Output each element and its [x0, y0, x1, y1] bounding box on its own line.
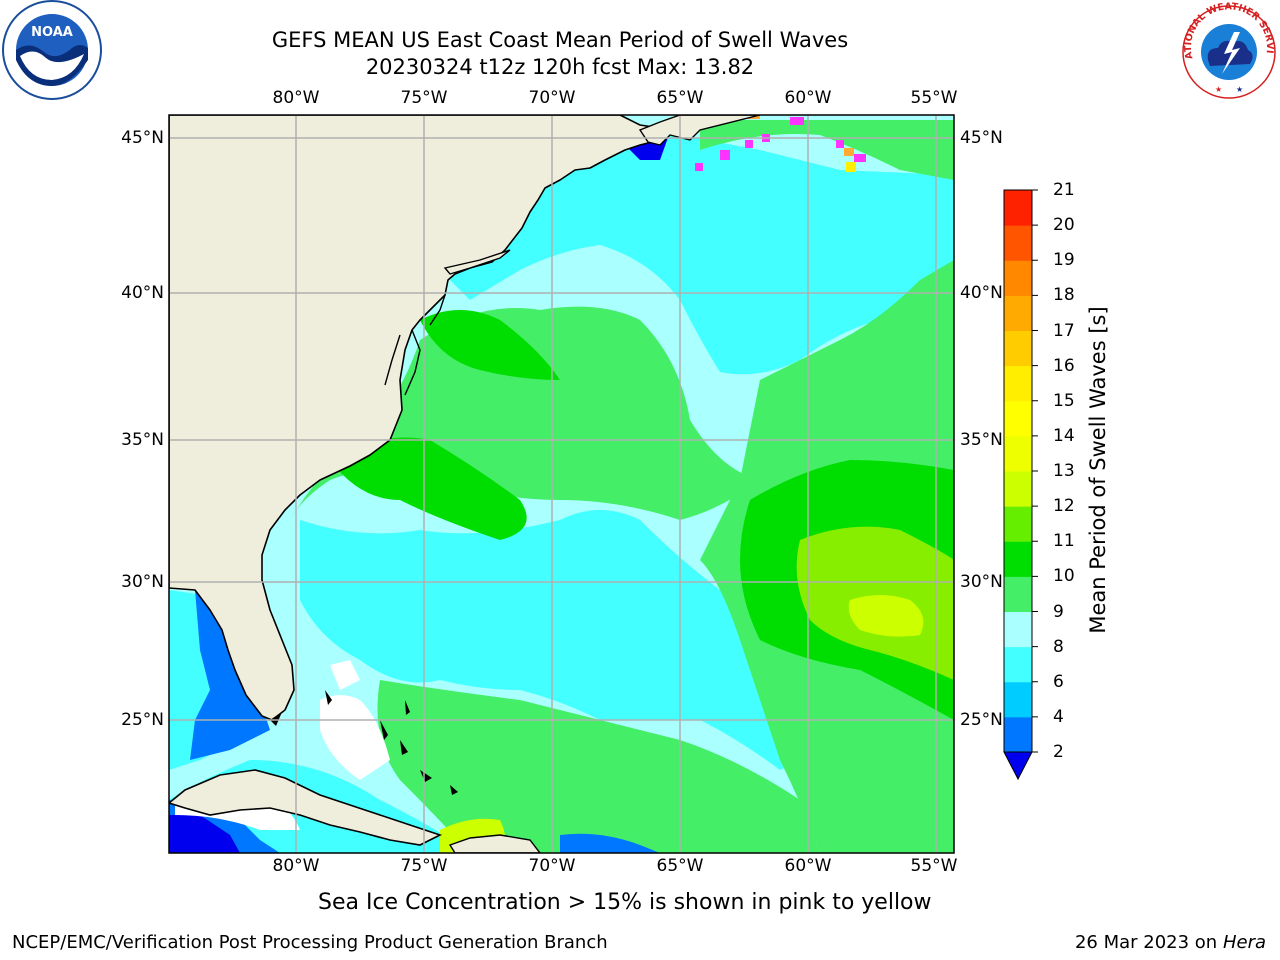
colorbar-tick-label: 10	[1053, 566, 1075, 587]
lat-label-left: 45°N	[121, 128, 164, 148]
colorbar-segment	[1004, 190, 1032, 226]
lon-label-bottom: 55°W	[910, 856, 958, 876]
sea-ice-note: Sea Ice Concentration > 15% is shown in …	[318, 890, 932, 915]
svg-text:★: ★	[1215, 85, 1222, 94]
land-cuba	[169, 769, 443, 846]
lat-label-right: 25°N	[960, 710, 1003, 730]
land-bahamas	[270, 690, 458, 795]
colorbar-tick-label: 4	[1053, 706, 1064, 727]
colorbar	[1003, 189, 1038, 781]
colorbar-extend-arrow	[1003, 751, 1033, 781]
colorbar-tick-label: 13	[1053, 461, 1075, 481]
field-yellow	[848, 595, 924, 637]
land-delmarva	[384, 294, 446, 396]
lat-label-right: 45°N	[960, 128, 1003, 148]
colorbar-tick-label: 12	[1053, 496, 1075, 517]
field-darkgreen-1	[330, 437, 527, 540]
lon-label-top: 70°W	[528, 88, 576, 108]
map-subtitle: 20230324 t12z 120h fcst Max: 13.82	[365, 55, 755, 79]
colorbar-segment	[1004, 330, 1032, 367]
lon-label-bottom: 80°W	[272, 856, 320, 876]
lon-label-bottom: 75°W	[400, 856, 448, 876]
footer-date: 26 Mar 2023 on Hera	[1075, 932, 1266, 953]
colorbar-segment	[1004, 295, 1032, 331]
land-nova-scotia	[638, 115, 761, 146]
colorbar-segment	[1004, 506, 1032, 542]
colorbar-tick-label: 11	[1053, 531, 1075, 552]
lon-label-bottom: 70°W	[528, 856, 576, 876]
nws-logo-icon: NATIONAL WEATHER SERVICE ★ ★	[1174, 0, 1280, 104]
lat-label-right: 40°N	[960, 283, 1003, 303]
colorbar-segment	[1004, 435, 1032, 472]
lon-label-top: 55°W	[910, 88, 958, 108]
colorbar-segment	[1004, 576, 1032, 612]
nodata-lbb	[330, 660, 360, 690]
footer-credit: NCEP/EMC/Verification Post Processing Pr…	[12, 932, 608, 953]
land-north-america	[169, 115, 673, 721]
lat-label-right: 35°N	[960, 430, 1003, 450]
colorbar-tick-label: 14	[1053, 425, 1075, 446]
nodata-bahama-bank	[320, 695, 390, 780]
map-title: GEFS MEAN US East Coast Mean Period of S…	[271, 28, 849, 52]
colorbar-segment	[1004, 541, 1032, 577]
colorbar-segment	[1004, 681, 1032, 718]
colorbar-tick-label: 21	[1053, 180, 1075, 200]
field-green-south	[377, 680, 820, 853]
colorbar-tick-label: 16	[1053, 355, 1075, 376]
colorbar-tick-label: 2	[1053, 742, 1064, 762]
lon-label-top: 65°W	[656, 88, 704, 108]
noaa-logo-icon: NOAA	[0, 0, 104, 104]
land-long-island	[443, 249, 511, 275]
noaa-logo-text: NOAA	[31, 25, 73, 40]
footer-date-text: 26 Mar 2023 on	[1074, 932, 1218, 953]
colorbar-segment	[1004, 646, 1032, 683]
field-darkgreen-3	[420, 310, 560, 380]
colorbar-tick-label: 6	[1053, 671, 1064, 692]
map-frame	[168, 114, 955, 854]
colorbar-tick-label: 17	[1053, 320, 1075, 341]
lon-label-bottom: 60°W	[784, 856, 832, 876]
colorbar-segment	[1004, 260, 1032, 296]
lat-label-left: 35°N	[121, 430, 164, 450]
colorbar-title: Mean Period of Swell Waves [s]	[1086, 306, 1110, 634]
lat-label-right: 30°N	[960, 572, 1003, 592]
field-under-caribbean	[169, 815, 240, 853]
lon-label-top: 75°W	[400, 88, 448, 108]
colorbar-segment	[1004, 400, 1032, 437]
field-cyan-north	[450, 135, 954, 375]
colorbar-tick-label: 9	[1053, 601, 1064, 622]
colorbar-tick-label: 18	[1053, 285, 1075, 306]
colorbar-tick-label: 20	[1053, 215, 1075, 236]
lon-label-top: 80°W	[272, 88, 320, 108]
colorbar-segment	[1004, 716, 1032, 753]
lon-label-top: 60°W	[784, 88, 832, 108]
colorbar-tick-label: 15	[1053, 390, 1075, 411]
svg-text:★: ★	[1236, 85, 1243, 94]
colorbar-tick-label: 8	[1053, 636, 1064, 657]
land-hispaniola	[448, 834, 541, 853]
graticule	[169, 115, 954, 853]
colorbar-segment	[1004, 365, 1032, 402]
lat-label-left: 25°N	[121, 710, 164, 730]
colorbar-segment	[1004, 471, 1032, 507]
field-blue-gulf	[190, 590, 270, 760]
lat-label-left: 40°N	[121, 283, 164, 303]
field-blue-caribbean-east	[560, 833, 660, 853]
colorbar-segment	[1004, 225, 1032, 261]
colorbar-tick-label: 19	[1053, 250, 1075, 271]
lat-label-left: 30°N	[121, 572, 164, 592]
footer-host: Hera	[1222, 932, 1266, 953]
lon-label-bottom: 65°W	[656, 856, 704, 876]
colorbar-segment	[1004, 611, 1032, 648]
